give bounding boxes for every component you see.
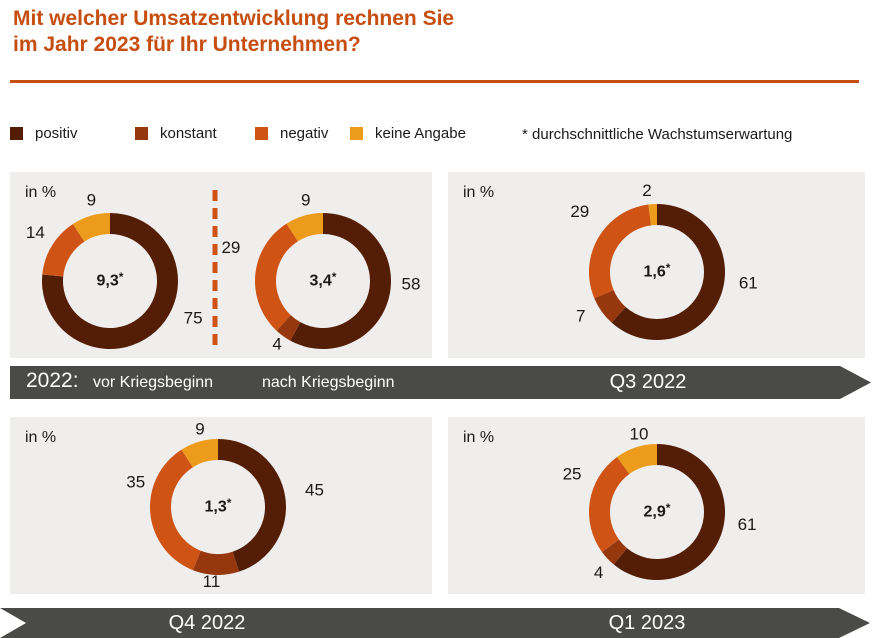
segment-value-label: 58 — [401, 275, 420, 294]
segment-value-label: 4 — [594, 563, 603, 582]
donut-segment-konstant — [601, 539, 628, 565]
average-growth-value: 1,6* — [644, 261, 671, 281]
segment-value-label: 11 — [203, 572, 221, 591]
donut-chart-svg: 75 14 9 9,3* 58 4 29 9 3,4* — [26, 190, 420, 354]
donut-chart-svg: 61 4 25 10 2,9* — [563, 425, 757, 582]
segment-value-label: 61 — [739, 274, 758, 293]
page-title-line1: Mit welcher Umsatzentwicklung rechnen Si… — [13, 7, 455, 30]
timeline-band-bottom: Q4 2022 Q1 2023 — [0, 608, 875, 638]
segment-value-label: 4 — [272, 335, 281, 354]
timeline-arrow-bottom — [0, 608, 870, 638]
donut-segment-negativ — [42, 224, 85, 277]
page-title-line2: im Jahr 2023 für Ihr Unternehmen? — [13, 33, 361, 56]
legend-item-keine-angabe: keine Angabe — [350, 125, 466, 142]
donut-segment-positiv — [218, 439, 287, 572]
segment-value-label: 9 — [87, 191, 96, 210]
legend-label-positiv: positiv — [35, 125, 78, 142]
donut-segment-negativ — [150, 449, 201, 571]
average-growth-value: 3,4* — [310, 270, 337, 290]
band-label-q3-2022: Q3 2022 — [609, 371, 687, 393]
donut-segment-keine_angabe — [72, 213, 110, 242]
arrow-shape — [10, 366, 871, 399]
timeline-band-top: 2022: vor Kriegsbeginn nach Kriegsbeginn… — [0, 366, 875, 399]
panel-q4-2022: in % 45 11 35 9 1,3* — [10, 417, 432, 594]
band-label-vor-kriegsbeginn: vor Kriegsbeginn — [93, 374, 214, 391]
legend-swatch-konstant — [135, 127, 148, 140]
unit-label: in % — [25, 184, 57, 201]
average-growth-value: 9,3* — [97, 270, 124, 290]
band-label-q4-2022: Q4 2022 — [168, 612, 246, 634]
segment-value-label: 9 — [301, 190, 310, 209]
average-growth-value: 1,3* — [205, 496, 232, 516]
segment-value-label: 10 — [630, 425, 649, 444]
donut-segment-positiv — [611, 204, 725, 340]
segment-value-label: 7 — [576, 307, 585, 326]
unit-label: in % — [25, 429, 57, 446]
segment-value-label: 14 — [26, 223, 45, 242]
average-growth-value: 2,9* — [644, 501, 671, 521]
band-label-2022: 2022: — [26, 369, 79, 392]
segment-value-label: 61 — [738, 515, 757, 534]
title-underline — [10, 80, 859, 83]
donut-segment-konstant — [276, 315, 301, 341]
donut-segment-positiv — [613, 444, 725, 580]
legend-item-negativ: negativ — [255, 125, 328, 142]
donut-chart-svg: 45 11 35 9 1,3* — [126, 420, 324, 592]
legend-label-negativ: negativ — [280, 125, 329, 142]
segment-value-label: 75 — [184, 309, 203, 328]
timeline-arrow-top — [10, 366, 871, 399]
donut-segment-konstant — [192, 550, 240, 575]
band-label-q1-2023: Q1 2023 — [608, 612, 686, 634]
legend-label-konstant: konstant — [160, 125, 217, 142]
band-label-nach-kriegsbeginn: nach Kriegsbeginn — [262, 374, 395, 391]
segment-value-label: 9 — [195, 420, 204, 439]
donut-segment-keine_angabe — [181, 439, 218, 468]
donut-segment-positiv — [290, 213, 391, 349]
donut-segment-keine_angabe — [617, 444, 657, 474]
legend-swatch-negativ — [255, 127, 268, 140]
arrow-shape — [0, 608, 870, 638]
page-title: Mit welcher Umsatzentwicklung rechnen Si… — [13, 6, 454, 58]
donut-segment-negativ — [589, 204, 652, 299]
legend-swatch-positiv — [10, 127, 23, 140]
unit-label: in % — [463, 184, 495, 201]
legend-item-positiv: positiv — [10, 125, 78, 142]
donut-segment-negativ — [589, 456, 630, 552]
segment-value-label: 35 — [126, 472, 145, 491]
segment-value-label: 29 — [221, 238, 240, 257]
average-growth-footnote: * durchschnittliche Wachstumserwartung — [522, 126, 793, 143]
segment-value-label: 25 — [563, 465, 582, 484]
segment-value-label: 2 — [642, 181, 651, 200]
panel-q1-2023: in % 61 4 25 10 2,9* — [448, 417, 865, 594]
donut-segment-keine_angabe — [648, 204, 657, 226]
panel-2022: in % 75 14 9 9,3* 58 4 29 9 3,4* — [10, 172, 432, 358]
donut-segment-keine_angabe — [286, 213, 323, 242]
donut-segment-konstant — [594, 290, 626, 323]
segment-value-label: 29 — [570, 202, 589, 221]
donut-segment-positiv — [42, 213, 179, 349]
panel-q3-2022: in % 61 7 29 2 1,6* — [448, 172, 865, 358]
legend-label-keine-angabe: keine Angabe — [375, 125, 466, 142]
donut-segment-negativ — [255, 223, 298, 331]
segment-value-label: 45 — [305, 480, 324, 499]
donut-chart-svg: 61 7 29 2 1,6* — [570, 181, 758, 340]
legend-swatch-keine-angabe — [350, 127, 363, 140]
unit-label: in % — [463, 429, 495, 446]
legend-item-konstant: konstant — [135, 125, 217, 142]
